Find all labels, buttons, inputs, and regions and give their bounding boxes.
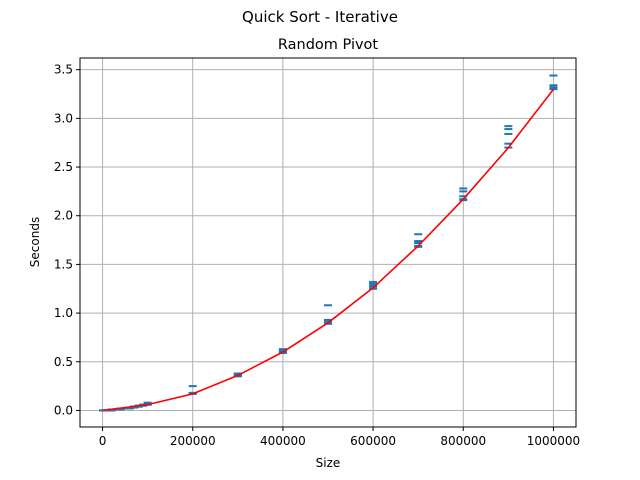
plot-area	[80, 58, 576, 427]
x-tick-label: 0	[99, 434, 107, 448]
fit-curve	[102, 88, 555, 412]
chart-title: Random Pivot	[278, 37, 379, 53]
x-axis-label: Size	[316, 456, 341, 470]
y-tick-label: 3.0	[54, 111, 73, 125]
grid-lines	[80, 58, 576, 427]
y-axis-label: Seconds	[28, 217, 42, 267]
x-tick-label: 800000	[440, 434, 486, 448]
y-axis: 0.0 0.5 1.0 1.5 2.0 2.5 3.0 3.5	[54, 63, 80, 417]
figure-suptitle: Quick Sort - Iterative	[242, 8, 398, 26]
x-tick-label: 200000	[170, 434, 216, 448]
y-tick-label: 1.0	[54, 306, 73, 320]
y-tick-label: 1.5	[54, 257, 73, 271]
fit-line	[102, 88, 555, 412]
y-tick-label: 3.5	[54, 63, 73, 77]
y-tick-label: 0.5	[54, 355, 73, 369]
y-tick-label: 2.0	[54, 209, 73, 223]
x-tick-label: 400000	[260, 434, 306, 448]
plot-frame	[79, 57, 577, 428]
x-axis: 0 200000 400000 600000 800000 1000000	[99, 427, 580, 448]
y-tick-label: 2.5	[54, 160, 73, 174]
x-tick-label: 600000	[350, 434, 396, 448]
x-tick-label: 1000000	[527, 434, 580, 448]
y-tick-label: 0.0	[54, 403, 73, 417]
